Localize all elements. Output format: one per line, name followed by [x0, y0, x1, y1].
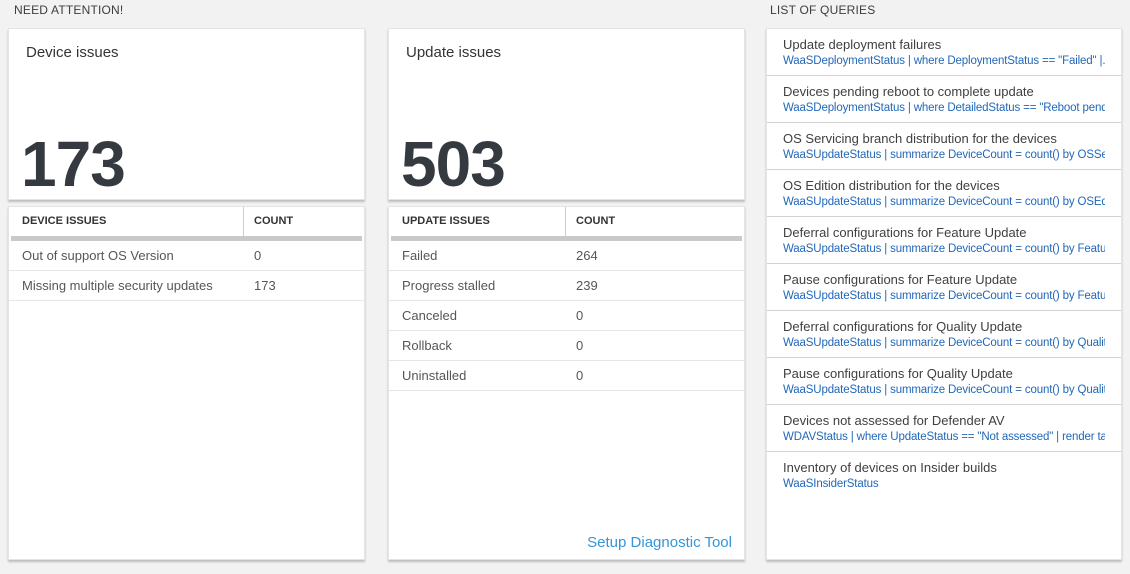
list-of-queries-section-title: LIST OF QUERIES	[770, 3, 876, 17]
query-item-deferral-quality-update[interactable]: Deferral configurations for Quality Upda…	[767, 311, 1121, 358]
query-title: Deferral configurations for Quality Upda…	[783, 319, 1023, 334]
query-title: OS Servicing branch distribution for the…	[783, 131, 1057, 146]
query-text-link[interactable]: WDAVStatus | where UpdateStatus == "Not …	[783, 431, 1105, 443]
query-item-insider-builds-inventory[interactable]: Inventory of devices on Insider builds W…	[767, 452, 1121, 499]
query-title: OS Edition distribution for the devices	[783, 178, 1000, 193]
query-text-link[interactable]: WaaSUpdateStatus | summarize DeviceCount…	[783, 337, 1105, 349]
issue-label: Canceled	[402, 308, 457, 323]
issue-label: Rollback	[402, 338, 452, 353]
query-title: Inventory of devices on Insider builds	[783, 460, 997, 475]
query-item-update-deployment-failures[interactable]: Update deployment failures WaaSDeploymen…	[767, 29, 1121, 76]
issue-label: Progress stalled	[402, 278, 496, 293]
table-header-divider	[391, 236, 742, 241]
query-title: Pause configurations for Feature Update	[783, 272, 1018, 287]
device-issues-summary-card[interactable]: Device issues 173	[8, 28, 365, 200]
issue-label: Missing multiple security updates	[22, 278, 213, 293]
table-row-failed[interactable]: Failed 264	[389, 241, 744, 271]
table-row-rollback[interactable]: Rollback 0	[389, 331, 744, 361]
update-issues-column-header: UPDATE ISSUES	[389, 207, 566, 236]
query-item-os-servicing-branch[interactable]: OS Servicing branch distribution for the…	[767, 123, 1121, 170]
count-column-header: COUNT	[576, 215, 616, 227]
device-issues-count: 173	[21, 128, 126, 200]
issue-count: 0	[576, 308, 584, 323]
device-issues-table: DEVICE ISSUES COUNT Out of support OS Ve…	[8, 206, 365, 560]
issue-count: 0	[576, 338, 584, 353]
update-issues-card-title: Update issues	[406, 44, 502, 61]
query-text-link[interactable]: WaaSDeploymentStatus | where DeploymentS…	[783, 55, 1105, 67]
table-row-canceled[interactable]: Canceled 0	[389, 301, 744, 331]
query-text-link[interactable]: WaaSUpdateStatus | summarize DeviceCount…	[783, 243, 1105, 255]
issue-count: 0	[576, 368, 584, 383]
table-row-progress-stalled[interactable]: Progress stalled 239	[389, 271, 744, 301]
device-issues-card-title: Device issues	[26, 44, 119, 61]
update-issues-table: UPDATE ISSUES COUNT Failed 264 Progress …	[388, 206, 745, 560]
need-attention-section-title: NEED ATTENTION!	[14, 3, 124, 17]
query-text-link[interactable]: WaaSUpdateStatus | summarize DeviceCount…	[783, 149, 1105, 161]
query-item-deferral-feature-update[interactable]: Deferral configurations for Feature Upda…	[767, 217, 1121, 264]
issue-count: 239	[576, 278, 598, 293]
query-text-link[interactable]: WaaSUpdateStatus | summarize DeviceCount…	[783, 384, 1105, 396]
update-issues-summary-card[interactable]: Update issues 503	[388, 28, 745, 200]
query-title: Pause configurations for Quality Update	[783, 366, 1013, 381]
query-title: Deferral configurations for Feature Upda…	[783, 225, 1027, 240]
query-item-os-edition-distribution[interactable]: OS Edition distribution for the devices …	[767, 170, 1121, 217]
query-text-link[interactable]: WaaSUpdateStatus | summarize DeviceCount…	[783, 290, 1105, 302]
count-column-header: COUNT	[254, 215, 294, 227]
query-text-link[interactable]: WaaSInsiderStatus	[783, 478, 879, 490]
query-title: Devices pending reboot to complete updat…	[783, 84, 1034, 99]
table-header-divider	[11, 236, 362, 241]
query-item-pause-quality-update[interactable]: Pause configurations for Quality Update …	[767, 358, 1121, 405]
setup-diagnostic-tool-link[interactable]: Setup Diagnostic Tool	[587, 534, 732, 551]
issue-count: 0	[254, 248, 262, 263]
update-issues-table-header: UPDATE ISSUES COUNT	[389, 207, 744, 236]
query-title: Update deployment failures	[783, 37, 942, 52]
table-row-missing-security-updates[interactable]: Missing multiple security updates 173	[9, 271, 364, 301]
query-title: Devices not assessed for Defender AV	[783, 413, 1005, 428]
query-text-link[interactable]: WaaSDeploymentStatus | where DetailedSta…	[783, 102, 1105, 114]
table-row-uninstalled[interactable]: Uninstalled 0	[389, 361, 744, 391]
query-item-devices-pending-reboot[interactable]: Devices pending reboot to complete updat…	[767, 76, 1121, 123]
query-text-link[interactable]: WaaSUpdateStatus | summarize DeviceCount…	[783, 196, 1105, 208]
queries-panel: Update deployment failures WaaSDeploymen…	[766, 28, 1122, 560]
issue-label: Failed	[402, 248, 438, 263]
device-issues-table-header: DEVICE ISSUES COUNT	[9, 207, 364, 236]
issue-label: Uninstalled	[402, 368, 467, 383]
query-item-pause-feature-update[interactable]: Pause configurations for Feature Update …	[767, 264, 1121, 311]
issue-count: 173	[254, 278, 276, 293]
issue-count: 264	[576, 248, 598, 263]
table-row-out-of-support-os[interactable]: Out of support OS Version 0	[9, 241, 364, 271]
update-issues-count: 503	[401, 128, 506, 200]
query-item-defender-av-not-assessed[interactable]: Devices not assessed for Defender AV WDA…	[767, 405, 1121, 452]
device-issues-column-header: DEVICE ISSUES	[9, 207, 244, 236]
issue-label: Out of support OS Version	[22, 248, 174, 263]
